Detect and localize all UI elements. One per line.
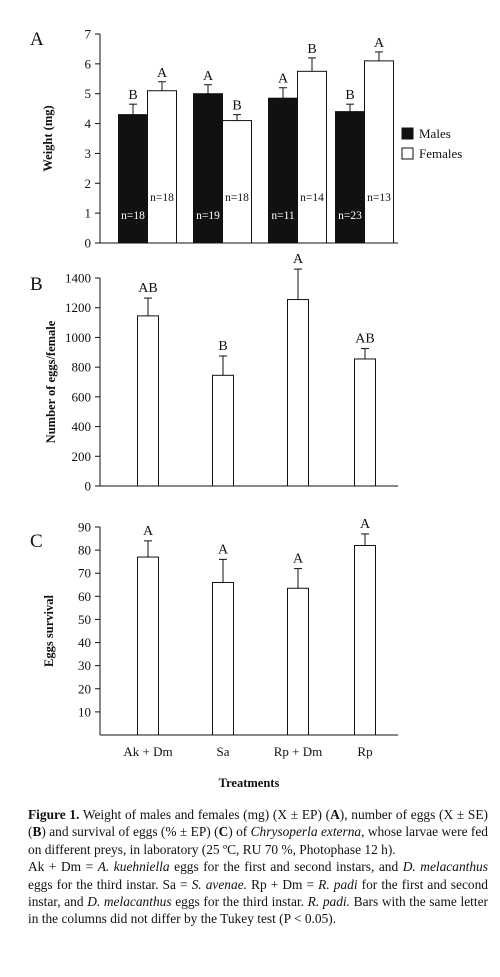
y-tick-label: 600	[72, 389, 92, 404]
sample-size-label: n=18	[225, 192, 249, 204]
panel-label: C	[30, 531, 43, 552]
legend-swatch-males	[401, 127, 414, 140]
figure-1-chart: 0 1 2 3 4 5 6 7 A Weight (mg) Bn=18 An=19 An=11 Bn=23…	[30, 27, 462, 791]
y-tick-label: 200	[72, 449, 92, 464]
caption-text-segment: Ak + Dm =	[28, 859, 98, 875]
significance-letter: B	[232, 99, 241, 114]
y-tick-label: 0	[85, 236, 92, 251]
y-tick-label: 20	[78, 681, 91, 696]
legend-label-males: Males	[419, 126, 451, 141]
bar-females	[222, 120, 252, 244]
y-tick-label: 2	[85, 176, 92, 191]
caption-text-segment: eggs for the first and second instars, a…	[169, 859, 403, 875]
bar	[212, 374, 234, 487]
caption-text-segment: S. avenae.	[191, 876, 247, 892]
significance-letter: AB	[138, 281, 157, 296]
significance-letter: A	[203, 69, 214, 84]
caption-text-segment: Rp + Dm =	[247, 876, 319, 892]
sample-size-label: n=13	[367, 192, 391, 204]
legend-swatch-females	[401, 147, 414, 160]
bar-males	[335, 111, 365, 244]
sample-size-label: n=18	[121, 210, 145, 222]
bar-males	[118, 114, 148, 244]
caption-species: Chrysoperla externa	[250, 824, 362, 840]
caption-label: Figure 1.	[28, 807, 80, 822]
bar	[287, 587, 309, 736]
bar	[354, 358, 376, 487]
bar	[212, 581, 234, 736]
bar-females	[147, 90, 177, 244]
significance-letter: B	[218, 339, 227, 354]
y-tick-label: 80	[78, 543, 91, 558]
sample-size-label: n=11	[271, 210, 295, 222]
y-axis-label: Number of eggs/female	[44, 320, 58, 443]
x-tick-label: Rp + Dm	[274, 744, 323, 759]
caption-text-segment: D. melacanthus	[402, 859, 488, 875]
y-tick-label: 10	[78, 704, 91, 719]
bar	[137, 556, 159, 736]
significance-letter: B	[307, 42, 316, 57]
caption-text-segment: R. padi.	[307, 894, 350, 910]
y-tick-label: 70	[78, 566, 91, 581]
y-tick-label: 40	[78, 635, 91, 650]
significance-letter: A	[278, 72, 289, 87]
bar-females	[297, 70, 327, 244]
significance-letter: B	[128, 88, 137, 103]
caption-paragraph-2: Ak + Dm = A. kuehniella eggs for the fir…	[28, 858, 488, 928]
panel-label: B	[30, 274, 43, 295]
y-tick-label: 6	[85, 56, 92, 71]
significance-letter: AB	[355, 332, 374, 347]
y-tick-label: 3	[85, 146, 92, 161]
significance-letter: A	[157, 66, 168, 81]
sample-size-label: n=19	[196, 210, 220, 222]
x-tick-label: Rp	[357, 744, 372, 759]
sample-size-label: n=23	[338, 210, 362, 222]
y-tick-label: 1400	[65, 271, 91, 286]
y-tick-label: 800	[72, 360, 92, 375]
caption-paragraph-1: Figure 1. Weight of males and females (m…	[28, 807, 489, 857]
panel-label: A	[30, 29, 44, 50]
significance-letter: A	[143, 524, 154, 539]
bar	[287, 299, 309, 487]
significance-letter: A	[293, 552, 304, 567]
sample-size-label: n=14	[300, 192, 324, 204]
y-axis-label: Eggs survival	[42, 595, 56, 667]
y-axis-label: Weight (mg)	[41, 105, 55, 171]
y-tick-label: 1	[85, 206, 92, 221]
caption-text-segment: D. melacanthus	[87, 894, 172, 910]
bar	[354, 544, 376, 736]
significance-letter: A	[374, 36, 385, 51]
x-axis-label: Treatments	[219, 776, 280, 790]
y-tick-label: 1000	[65, 330, 91, 345]
y-tick-label: 5	[85, 86, 92, 101]
significance-letter: A	[293, 252, 304, 267]
x-tick-label: Sa	[217, 744, 230, 759]
caption-text-segment: A. kuehniella	[97, 859, 170, 875]
y-tick-label: 4	[85, 116, 92, 131]
y-tick-label: 50	[78, 612, 91, 627]
legend-label-females: Females	[419, 146, 462, 161]
bar	[137, 315, 159, 487]
y-tick-label: 400	[72, 419, 92, 434]
significance-letter: A	[360, 517, 371, 532]
bar-females	[364, 60, 394, 244]
figure-caption: Figure 1. Weight of males and females (m…	[28, 806, 488, 928]
bar-males	[193, 93, 223, 244]
y-tick-label: 90	[78, 520, 91, 535]
significance-letter: B	[345, 88, 354, 103]
caption-text-segment: eggs for the third instar.	[171, 894, 308, 910]
caption-text-segment: R. padi	[318, 876, 358, 892]
x-tick-label: Ak + Dm	[123, 744, 172, 759]
y-tick-label: 30	[78, 658, 91, 673]
y-tick-label: 7	[85, 27, 92, 42]
caption-text-segment: for the first and second instar, and	[28, 876, 488, 910]
caption-text-segment: Bars with the same letter in the columns…	[28, 894, 488, 927]
y-tick-label: 0	[85, 479, 92, 494]
y-tick-label: 1200	[65, 300, 91, 315]
y-tick-label: 60	[78, 589, 91, 604]
significance-letter: A	[218, 542, 229, 557]
caption-text-segment: eggs for the third instar. Sa =	[28, 876, 192, 892]
sample-size-label: n=18	[150, 192, 174, 204]
